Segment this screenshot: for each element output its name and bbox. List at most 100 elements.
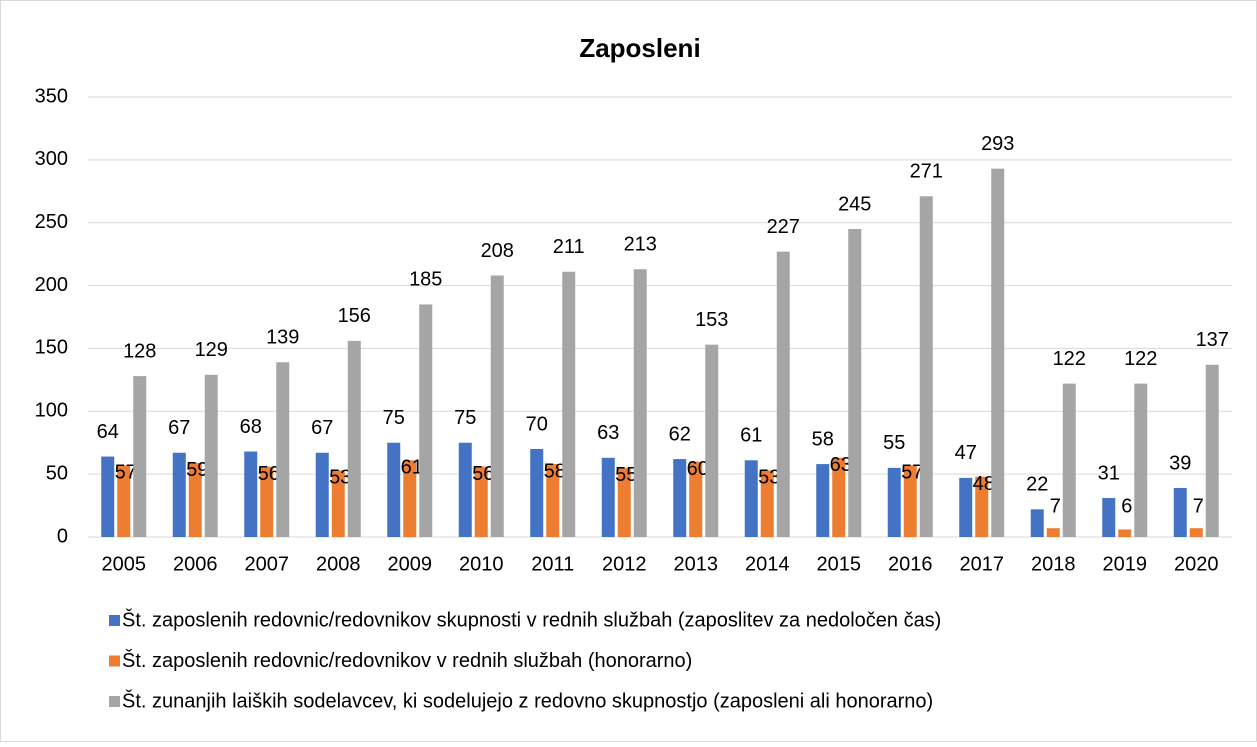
data-label: 129 [195,339,228,361]
data-label: 70 [526,413,548,435]
x-tick-label: 2011 [531,553,574,575]
x-tick-label: 2015 [817,553,862,575]
legend-label: Št. zaposlenih redovnic/redovnikov skupn… [122,608,941,631]
x-tick-label: 2013 [674,553,719,575]
y-tick-label: 200 [35,274,68,296]
data-label: 67 [311,417,333,439]
x-tick-label: 2008 [316,553,361,575]
bar [315,452,329,537]
bar [617,467,631,537]
data-label: 211 [553,236,585,258]
bar [959,477,973,537]
data-label: 31 [1098,462,1120,484]
data-label: 53 [758,467,780,489]
x-tick-label: 2014 [745,553,790,575]
data-label: 139 [266,327,299,349]
data-label: 68 [240,416,262,438]
bar [387,442,401,537]
x-tick-label: 2009 [388,553,433,575]
bar [919,196,933,538]
legend-swatch [109,696,120,707]
bar [1173,487,1187,537]
data-label: 53 [329,467,351,489]
data-label: 75 [454,407,476,429]
data-label: 208 [481,240,514,262]
data-label: 67 [168,417,190,439]
bar [204,374,218,537]
legend-label: Št. zaposlenih redovnic/redovnikov v red… [122,649,692,672]
x-tick-label: 2010 [459,553,504,575]
bar [1102,498,1116,537]
x-tick-label: 2019 [1103,553,1148,575]
data-label: 245 [838,193,871,215]
bar [1134,383,1148,537]
bar [546,464,560,537]
data-label: 57 [115,462,137,484]
bar [903,465,917,537]
data-label: 63 [597,422,619,444]
data-label: 56 [258,463,280,485]
x-tick-label: 2012 [602,553,647,575]
data-label: 185 [409,269,442,291]
data-label: 22 [1026,474,1048,496]
bar [331,470,345,537]
bar [991,168,1005,537]
bar [117,465,131,537]
bar [832,457,846,537]
data-label: 48 [973,473,995,495]
data-label: 7 [1193,495,1204,517]
bar [1062,383,1076,537]
legend-label: Št. zunanjih laiških sodelavcev, ki sode… [122,689,933,712]
chart-title: Zaposleni [579,33,700,63]
bar [172,452,186,537]
bar [1205,364,1219,537]
data-label: 156 [338,305,371,327]
bar [975,476,989,537]
bar [1118,529,1132,537]
bar [760,470,774,537]
data-label: 122 [1053,348,1086,370]
bar [276,362,290,537]
y-tick-label: 50 [46,462,68,484]
data-label: 6 [1121,495,1132,517]
bar [562,271,576,537]
data-label: 137 [1196,329,1229,351]
bar [744,460,758,537]
data-label: 55 [883,432,905,454]
data-label: 128 [123,340,156,362]
bar [1189,528,1203,537]
bar [403,460,417,537]
bar [673,459,687,537]
bar [1046,528,1060,537]
y-tick-label: 350 [35,85,68,107]
y-tick-label: 250 [35,211,68,233]
bar [848,229,862,537]
bar [260,466,274,537]
bar [1030,509,1044,537]
bar [347,340,361,537]
bar [133,376,147,537]
bar [244,451,258,537]
data-label: 153 [695,309,728,331]
bar [601,457,615,537]
bar [419,304,433,537]
data-label: 213 [624,234,657,256]
bar [816,464,830,537]
data-label: 58 [544,460,566,482]
data-label: 59 [186,459,208,481]
x-tick-label: 2005 [102,553,147,575]
legend-swatch [109,655,120,667]
bar [474,466,488,537]
bar [776,251,790,537]
data-label: 61 [740,425,762,447]
data-label: 60 [687,458,709,480]
data-label: 7 [1050,495,1061,517]
bar [490,275,504,537]
x-tick-label: 2020 [1174,553,1219,575]
x-tick-label: 2018 [1031,553,1076,575]
data-label: 61 [401,457,423,479]
data-label: 227 [767,216,800,238]
bar [101,456,115,537]
